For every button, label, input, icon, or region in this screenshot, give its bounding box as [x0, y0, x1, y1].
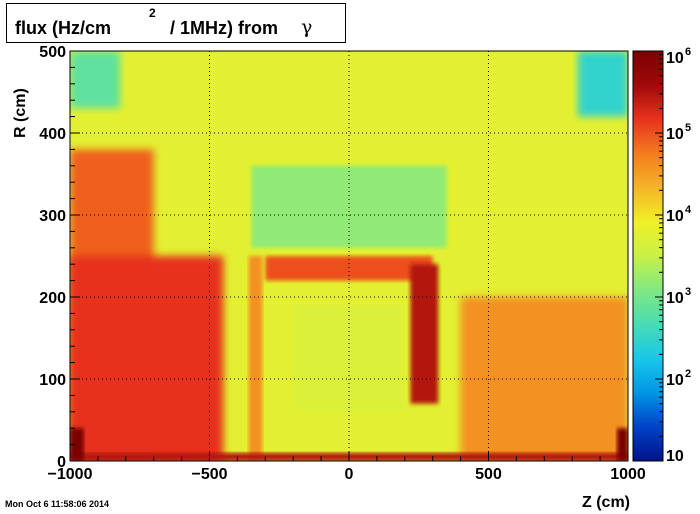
- colorbar-tick-label: 10: [666, 448, 684, 465]
- y-tick-label: 500: [39, 44, 66, 61]
- colorbar-tick-label: 10: [666, 208, 684, 225]
- heatmap-region-cavity-frame-top: [265, 256, 433, 281]
- title-superscript: 2: [149, 6, 156, 20]
- title-box: flux (Hz/cm 2 / 1MHz) from γ: [6, 3, 346, 43]
- y-tick-label: 100: [39, 372, 66, 389]
- x-axis-label: Z (cm): [582, 494, 630, 511]
- title-rest: / 1MHz) from: [170, 18, 278, 38]
- heatmap-region-corner-top-right: [577, 51, 628, 117]
- colorbar-tick-label: 10: [666, 50, 684, 67]
- title-main: flux (Hz/cm: [15, 18, 112, 38]
- colorbar-tick-exponent: 6: [685, 46, 691, 58]
- y-tick-label: 0: [57, 454, 66, 471]
- heatmap-region-hot-spot-left: [70, 428, 84, 461]
- x-tick-label: 500: [475, 466, 502, 483]
- title-gamma-symbol: γ: [301, 16, 313, 38]
- colorbar-tick-label: 10: [666, 372, 684, 389]
- heatmap-region-corner-top-left: [70, 51, 121, 109]
- grid-lines: [70, 51, 628, 461]
- x-tick-label: −1000: [48, 466, 93, 483]
- heatmap-region-lower-left: [70, 256, 224, 461]
- colorbar-tick-label: 10: [666, 126, 684, 143]
- y-axis-label: R (cm): [0, 84, 29, 138]
- y-axis-label-text: R (cm): [12, 88, 29, 138]
- x-tick-label: −500: [191, 466, 227, 483]
- colorbar-tick-exponent: 2: [685, 368, 691, 380]
- y-tick-label: 400: [39, 126, 66, 143]
- heatmap-region-hot-spot-right: [616, 428, 628, 461]
- heatmap-region-cavity-frame-left: [248, 256, 263, 461]
- colorbar-gradient: [632, 50, 664, 462]
- colorbar-tick-exponent: 3: [685, 286, 691, 298]
- colorbar-tick-label: 10: [666, 290, 684, 307]
- y-tick-label: 200: [39, 290, 66, 307]
- x-tick-label: 1000: [610, 466, 646, 483]
- heatmap-region-cavity-frame-right: [410, 264, 439, 404]
- timestamp-footer: Mon Oct 6 11:58:06 2014: [5, 499, 110, 509]
- x-tick-label: 0: [345, 466, 354, 483]
- colorbar-tick-exponent: 5: [685, 122, 691, 134]
- y-tick-label: 300: [39, 208, 66, 225]
- colorbar-tick-exponent: 4: [685, 204, 692, 216]
- axis-ticks: −1000 −500 0 500 1000 0 100 200 300 400 500: [39, 44, 646, 483]
- heatmap-region-inner-core: [293, 305, 405, 412]
